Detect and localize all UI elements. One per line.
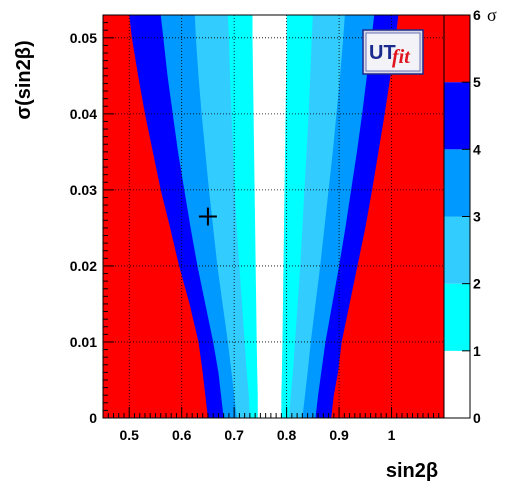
- colorbar-segment: [444, 283, 470, 351]
- y-axis-title: σ(sin2β): [13, 40, 35, 119]
- y-tick-label: 0.04: [70, 106, 97, 122]
- colorbar-label: 0: [473, 410, 481, 426]
- y-tick-label: 0.05: [70, 30, 97, 46]
- x-axis-title: sin2β: [386, 460, 438, 482]
- colorbar-segment: [444, 15, 470, 83]
- x-tick-label: 0.6: [172, 427, 192, 443]
- colorbar-unit: σ: [487, 5, 497, 25]
- colorbar: 0 1 2 3 4 5 6 σ: [443, 5, 497, 426]
- x-tick-label: 0.5: [119, 427, 139, 443]
- y-tick-label: 0: [89, 410, 97, 426]
- x-tick-label: 1: [388, 427, 396, 443]
- colorbar-segment: [444, 82, 470, 150]
- colorbar-label: 1: [473, 343, 481, 359]
- y-axis-ticks: 0 0.01 0.02 0.03 0.04 0.05: [70, 14, 114, 426]
- y-tick-label: 0.02: [70, 258, 97, 274]
- utfit-logo: UT fit: [362, 29, 424, 75]
- colorbar-label: 2: [473, 276, 481, 292]
- x-tick-label: 0.8: [277, 427, 297, 443]
- x-tick-label: 0.9: [329, 427, 349, 443]
- logo-ut: UT: [369, 42, 396, 64]
- colorbar-segment: [444, 350, 470, 418]
- y-tick-label: 0.01: [70, 334, 97, 350]
- colorbar-segment: [444, 149, 470, 217]
- significance-bands: [103, 15, 444, 418]
- best-fit-marker: [198, 207, 217, 226]
- band-0-1-sigma: [252, 15, 287, 418]
- logo-fit: fit: [392, 46, 411, 68]
- colorbar-label: 6: [473, 7, 481, 23]
- grid-lines: [103, 15, 444, 418]
- x-axis-ticks: 0.5 0.6 0.7 0.8 0.9 1: [102, 407, 445, 443]
- plot-area: 0.5 0.6 0.7 0.8 0.9 1 0 0.01 0.02 0.03 0.04 0.05: [70, 14, 445, 443]
- x-tick-label: 0.7: [224, 427, 244, 443]
- colorbar-label: 5: [473, 74, 481, 90]
- colorbar-label: 3: [473, 209, 481, 225]
- colorbar-segment: [444, 216, 470, 284]
- y-tick-label: 0.03: [70, 182, 97, 198]
- colorbar-label: 4: [473, 141, 481, 157]
